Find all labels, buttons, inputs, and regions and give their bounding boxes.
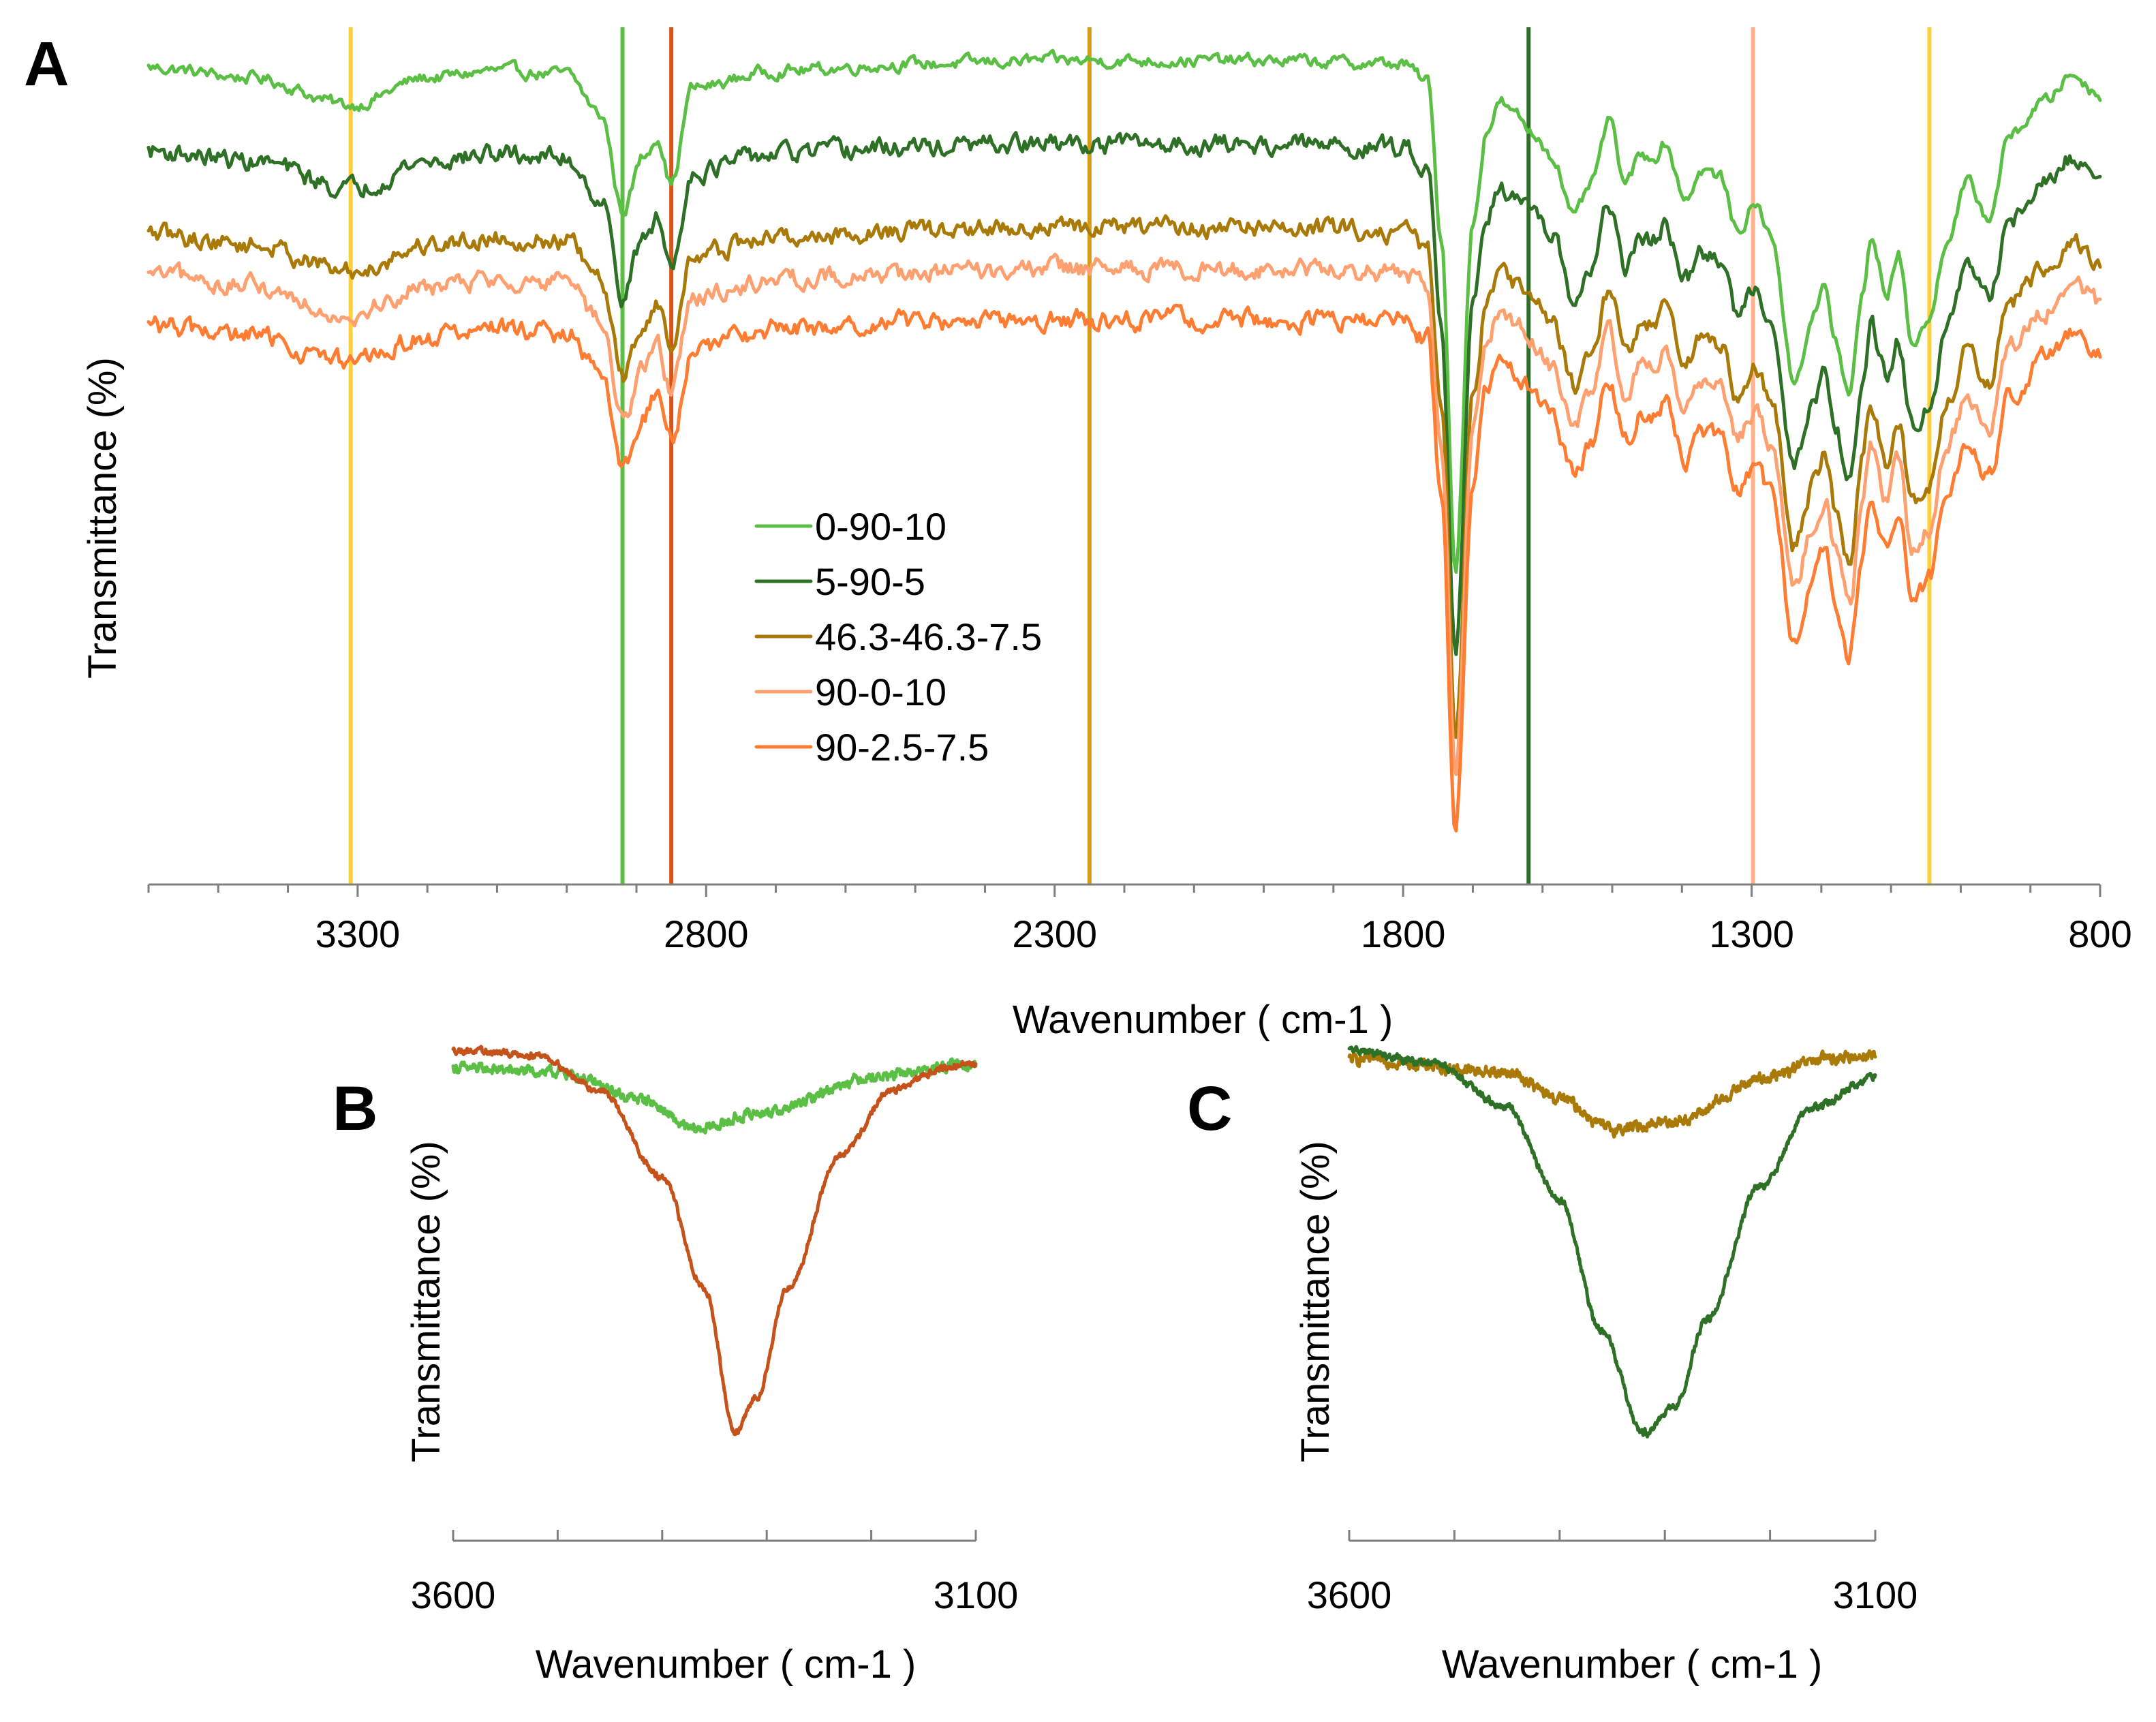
panel-c-x-axis-title: Wavenumber ( cm-1 )	[1442, 1642, 1823, 1687]
series-0-90-10	[147, 48, 2102, 574]
panel-a-series	[147, 48, 2102, 833]
series-0-90-10	[451, 1057, 978, 1135]
panel-b-x-axis-title: Wavenumber ( cm-1 )	[536, 1642, 917, 1687]
legend-label-90-2-5-7-5: 90-2.5-7.5	[815, 726, 989, 769]
panel-b-series	[451, 1045, 978, 1436]
panel-b: B 3600 3100 Wavenumber ( cm-1 ) Transmitt…	[333, 1045, 1019, 1687]
panel-c-y-axis-title: Transmittance (%)	[1293, 1141, 1338, 1462]
series-5-90-5	[147, 131, 2102, 656]
panel-a-x-axis-title: Wavenumber ( cm-1 )	[1013, 998, 1393, 1042]
panel-a-reference-lines	[348, 27, 1932, 885]
x-tick-label-800: 800	[2068, 912, 2131, 955]
panel-c: C 3600 3100 Wavenumber ( cm-1 ) Transmitt…	[1187, 1045, 1918, 1687]
series-5-90-5	[1347, 1045, 1877, 1439]
panel-a-ticks: 3300 2800 2300 1800 1300 800	[147, 885, 2132, 955]
x-tick-label-1300: 1300	[1709, 912, 1794, 955]
legend-label-90-0-10: 90-0-10	[815, 671, 946, 713]
panel-c-series	[1347, 1045, 1877, 1439]
panel-a-y-axis-title: Transmittance (%)	[80, 357, 125, 679]
series-46-3-46-3-7-5	[147, 214, 2102, 739]
x-tick-label-3600: 3600	[1307, 1573, 1392, 1616]
x-tick-label-3600: 3600	[411, 1573, 496, 1616]
x-tick-label-1800: 1800	[1361, 912, 1446, 955]
x-tick-label-3300: 3300	[315, 912, 401, 955]
x-tick-label-2300: 2300	[1012, 912, 1097, 955]
panel-b-y-axis-title: Transmittance (%)	[404, 1141, 448, 1462]
series-90-2-5-7-5	[147, 303, 2102, 833]
x-tick-label-2800: 2800	[664, 912, 749, 955]
panel-b-ticks: 3600 3100	[411, 1530, 1019, 1616]
panel-b-letter: B	[333, 1074, 378, 1143]
x-tick-label-3100: 3100	[934, 1573, 1019, 1616]
panel-a-letter: A	[24, 29, 69, 99]
series-90-2-5-7-5	[451, 1045, 978, 1436]
panel-a: A 3300 2800 2300 1800 1300 800 Wavenumber ( c…	[24, 27, 2132, 1042]
legend-label-46-3-46-3-7-5: 46.3-46.3-7.5	[815, 615, 1042, 658]
legend-label-0-90-10: 0-90-10	[815, 505, 946, 548]
series-90-0-10	[147, 252, 2102, 776]
x-tick-label-3100: 3100	[1833, 1573, 1918, 1616]
panel-c-ticks: 3600 3100	[1307, 1530, 1918, 1616]
legend: 0-90-10 5-90-5 46.3-46.3-7.5 90-0-10 90-…	[754, 505, 1042, 769]
panel-c-letter: C	[1187, 1074, 1232, 1143]
legend-label-5-90-5: 5-90-5	[815, 560, 925, 603]
